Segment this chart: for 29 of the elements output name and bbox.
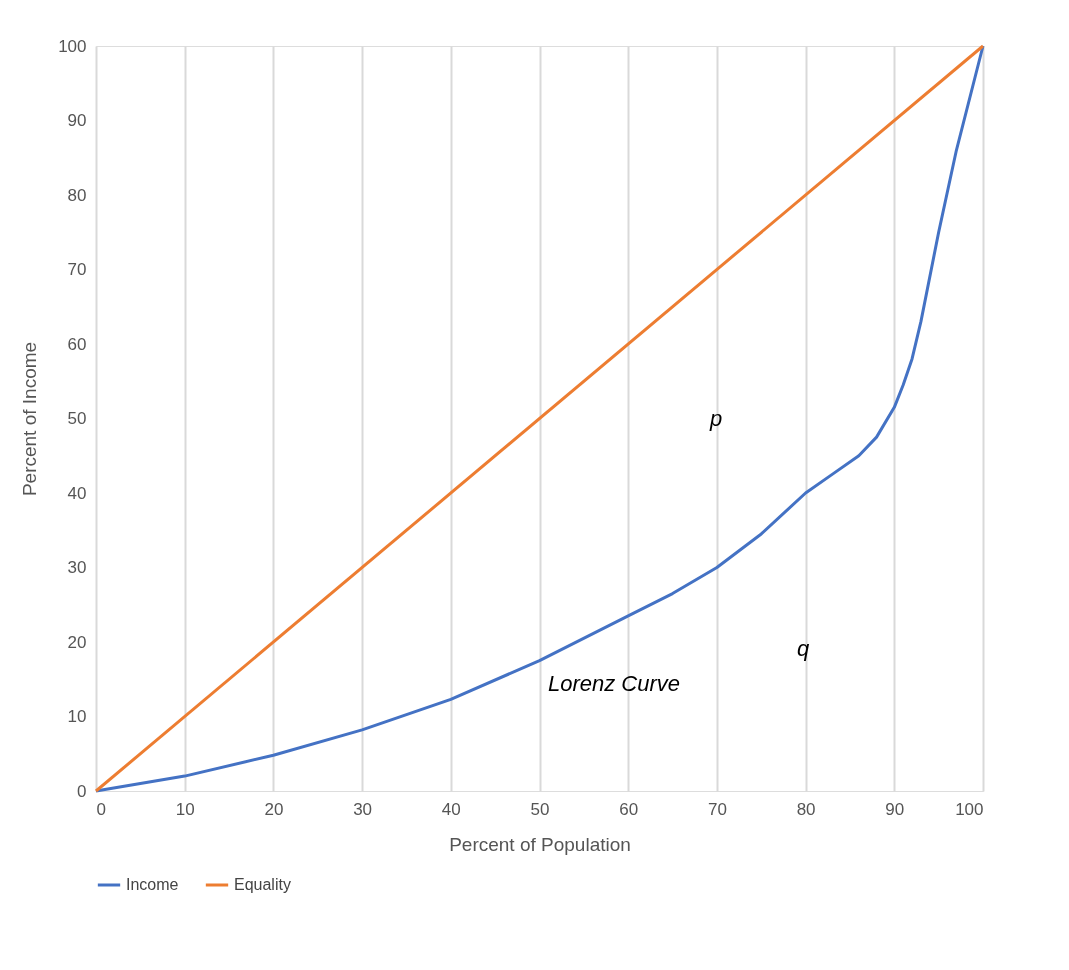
annotation: p	[708, 406, 723, 431]
y-tick-label: 70	[67, 260, 87, 279]
x-axis-title: Percent of Population	[449, 833, 631, 855]
x-tick-label: 90	[885, 799, 905, 819]
x-tick-label: 50	[530, 799, 550, 819]
x-tick-label: 80	[796, 799, 816, 819]
legend-label: Equality	[234, 876, 291, 893]
y-tick-label: 90	[67, 111, 87, 130]
x-tick-label: 100	[955, 799, 984, 819]
y-tick-label: 0	[77, 781, 87, 801]
y-tick-label: 20	[67, 632, 87, 652]
y-tick-label: 80	[67, 185, 87, 205]
y-tick-label: 30	[67, 558, 87, 577]
x-tick-label: 60	[619, 799, 639, 819]
legend-label: Income	[126, 876, 179, 893]
y-axis-title: Percent of Income	[19, 341, 41, 497]
x-tick-label: 70	[707, 799, 727, 819]
x-tick-label: 20	[264, 799, 284, 819]
x-tick-label: 0	[96, 799, 106, 819]
annotation: q	[796, 636, 810, 661]
y-tick-label: 100	[58, 36, 87, 56]
x-tick-label: 30	[353, 799, 373, 819]
x-tick-label: 40	[441, 799, 461, 819]
y-tick-label: 60	[67, 334, 87, 354]
y-tick-label: 40	[67, 483, 87, 503]
y-tick-label: 10	[67, 707, 87, 726]
y-tick-label: 50	[67, 409, 87, 428]
x-tick-label: 10	[175, 799, 195, 819]
annotation: Lorenz Curve	[547, 671, 681, 696]
